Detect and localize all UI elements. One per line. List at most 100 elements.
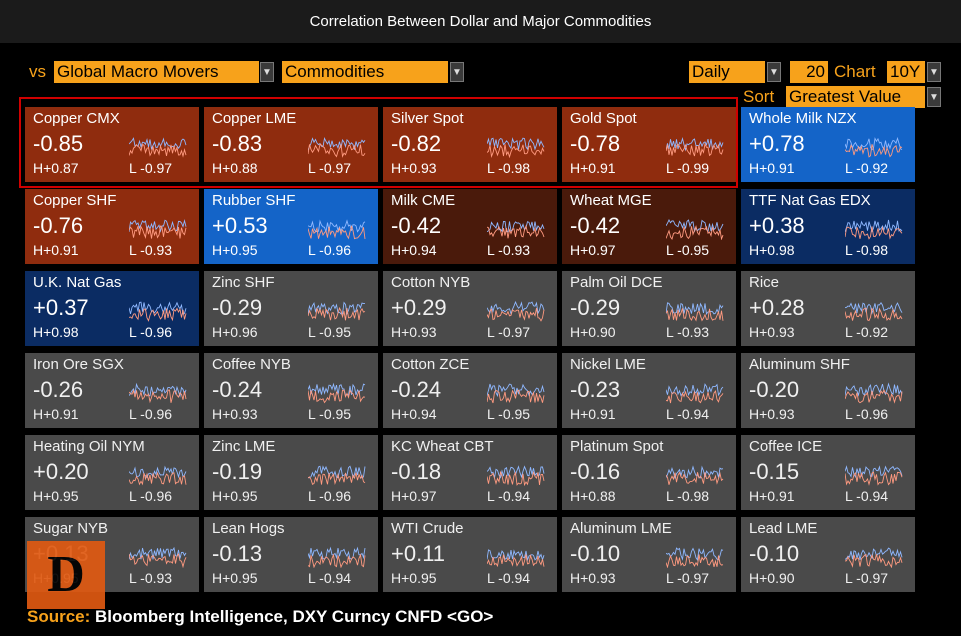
sparkline-negative — [487, 470, 545, 486]
commodity-tile[interactable]: Copper SHF -0.76 H+0.91 L -0.93 — [25, 189, 199, 264]
commodity-tile[interactable]: Rubber SHF +0.53 H+0.95 L -0.96 — [204, 189, 378, 264]
commodity-tile[interactable]: WTI Crude +0.11 H+0.95 L -0.94 — [383, 517, 557, 592]
tile-correlation: -0.76 — [33, 213, 84, 238]
commodity-tile[interactable]: Nickel LME -0.23 H+0.91 L -0.94 — [562, 353, 736, 428]
commodity-tile[interactable]: Aluminum SHF -0.20 H+0.93 L -0.96 — [741, 353, 915, 428]
tile-name: Copper CMX — [33, 110, 120, 127]
tile-name: Aluminum LME — [570, 520, 672, 537]
tile-name: Copper LME — [212, 110, 297, 127]
commodity-tile[interactable]: Whole Milk NZX +0.78 H+0.91 L -0.92 — [741, 107, 915, 182]
commodity-tile[interactable]: TTF Nat Gas EDX +0.38 H+0.98 L -0.98 — [741, 189, 915, 264]
tile-high: H+0.93 — [570, 570, 616, 586]
asset-dropdown-icon[interactable]: ▼ — [450, 62, 464, 82]
source-note: Source: Bloomberg Intelligence, DXY Curn… — [27, 607, 493, 627]
sparkline-positive — [487, 220, 545, 233]
tile-high: H+0.94 — [391, 406, 437, 422]
tile-correlation: -0.42 — [570, 213, 621, 238]
tile-low: L -0.92 — [845, 324, 889, 340]
tile-name: Nickel LME — [570, 356, 646, 373]
tile-low: L -0.95 — [666, 242, 710, 258]
commodity-tile[interactable]: Rice +0.28 H+0.93 L -0.92 — [741, 271, 915, 346]
page-title: Correlation Between Dollar and Major Com… — [0, 0, 961, 43]
tile-name: Milk CME — [391, 192, 456, 209]
commodity-tile[interactable]: Zinc SHF -0.29 H+0.96 L -0.95 — [204, 271, 378, 346]
sparkline-chart — [129, 301, 187, 322]
window-input[interactable]: 20 — [790, 61, 828, 83]
list-select[interactable]: Global Macro Movers — [54, 61, 259, 83]
sort-select[interactable]: Greatest Value — [786, 86, 925, 108]
tile-low: L -0.97 — [845, 570, 889, 586]
commodity-tile[interactable]: KC Wheat CBT -0.18 H+0.97 L -0.94 — [383, 435, 557, 510]
commodity-tile[interactable]: Copper LME -0.83 H+0.88 L -0.97 — [204, 107, 378, 182]
commodity-tile[interactable]: Heating Oil NYM +0.20 H+0.95 L -0.96 — [25, 435, 199, 510]
commodity-tile[interactable]: Silver Spot -0.82 H+0.93 L -0.98 — [383, 107, 557, 182]
tile-name: Sugar NYB — [33, 520, 109, 537]
sparkline-positive — [845, 547, 903, 561]
tile-correlation: -0.83 — [212, 131, 263, 156]
commodity-tile[interactable]: Cotton ZCE -0.24 H+0.94 L -0.95 — [383, 353, 557, 428]
sparkline-negative — [487, 144, 545, 158]
sparkline-chart — [487, 220, 545, 239]
commodity-tile[interactable]: Coffee NYB -0.24 H+0.93 L -0.95 — [204, 353, 378, 428]
sparkline-positive — [308, 382, 366, 397]
tile-high: H+0.91 — [33, 242, 79, 258]
sparkline-positive — [129, 546, 187, 560]
commodity-tile[interactable]: Lead LME -0.10 H+0.90 L -0.97 — [741, 517, 915, 592]
sparkline-negative — [845, 553, 903, 568]
sparkline-negative — [129, 307, 187, 322]
tile-low: L -0.94 — [666, 406, 710, 422]
list-dropdown-icon[interactable]: ▼ — [260, 62, 274, 82]
commodity-tile[interactable]: Zinc LME -0.19 H+0.95 L -0.96 — [204, 435, 378, 510]
tile-high: H+0.94 — [391, 242, 437, 258]
tile-low: L -0.96 — [129, 488, 173, 504]
tile-correlation: +0.37 — [33, 295, 89, 320]
commodity-tile[interactable]: Palm Oil DCE -0.29 H+0.90 L -0.93 — [562, 271, 736, 346]
tile-name: Platinum Spot — [570, 438, 664, 455]
vs-label: vs — [29, 62, 46, 81]
commodity-tile[interactable]: Gold Spot -0.78 H+0.91 L -0.99 — [562, 107, 736, 182]
sparkline-chart — [487, 465, 545, 486]
sparkline-chart — [129, 137, 187, 158]
tile-high: H+0.98 — [749, 242, 795, 258]
sparkline-chart — [487, 383, 545, 404]
tile-correlation: +0.29 — [391, 295, 447, 320]
sparkline-chart — [487, 137, 545, 158]
tile-low: L -0.96 — [308, 242, 352, 258]
tile-correlation: -0.18 — [391, 459, 442, 484]
asset-select[interactable]: Commodities — [282, 61, 448, 83]
commodity-tile[interactable]: Milk CME -0.42 H+0.94 L -0.93 — [383, 189, 557, 264]
commodity-tile[interactable]: Iron Ore SGX -0.26 H+0.91 L -0.96 — [25, 353, 199, 428]
range-select[interactable]: 10Y — [887, 61, 925, 83]
sparkline-chart — [666, 547, 724, 568]
tile-low: L -0.97 — [308, 160, 352, 176]
commodity-tile[interactable]: Lean Hogs -0.13 H+0.95 L -0.94 — [204, 517, 378, 592]
tile-name: Cotton ZCE — [391, 356, 470, 373]
period-dropdown-icon[interactable]: ▼ — [767, 62, 781, 82]
commodity-tile[interactable]: Copper CMX -0.85 H+0.87 L -0.97 — [25, 107, 199, 182]
tile-name: Aluminum SHF — [749, 356, 850, 373]
tile-high: H+0.95 — [391, 570, 437, 586]
tile-correlation: -0.15 — [749, 459, 800, 484]
tile-name: Lean Hogs — [212, 520, 285, 537]
sort-dropdown-icon[interactable]: ▼ — [927, 87, 941, 107]
commodity-tile[interactable]: Aluminum LME -0.10 H+0.93 L -0.97 — [562, 517, 736, 592]
tile-correlation: -0.19 — [212, 459, 263, 484]
tile-high: H+0.93 — [212, 406, 258, 422]
sparkline-positive — [129, 382, 187, 398]
sparkline-negative — [129, 225, 187, 239]
commodity-tile[interactable]: Platinum Spot -0.16 H+0.88 L -0.98 — [562, 435, 736, 510]
range-dropdown-icon[interactable]: ▼ — [927, 62, 941, 82]
period-select[interactable]: Daily — [689, 61, 765, 83]
commodity-tile[interactable]: Cotton NYB +0.29 H+0.93 L -0.97 — [383, 271, 557, 346]
tile-high: H+0.93 — [391, 324, 437, 340]
sparkline-chart — [845, 136, 903, 158]
tile-high: H+0.95 — [33, 488, 79, 504]
tile-name: Palm Oil DCE — [570, 274, 663, 291]
commodity-tile[interactable]: Wheat MGE -0.42 H+0.97 L -0.95 — [562, 189, 736, 264]
commodity-tile[interactable]: Coffee ICE -0.15 H+0.91 L -0.94 — [741, 435, 915, 510]
tile-low: L -0.98 — [845, 242, 889, 258]
tile-correlation: -0.10 — [570, 541, 621, 566]
sparkline-chart — [308, 546, 366, 568]
sparkline-chart — [666, 137, 724, 157]
commodity-tile[interactable]: U.K. Nat Gas +0.37 H+0.98 L -0.96 — [25, 271, 199, 346]
